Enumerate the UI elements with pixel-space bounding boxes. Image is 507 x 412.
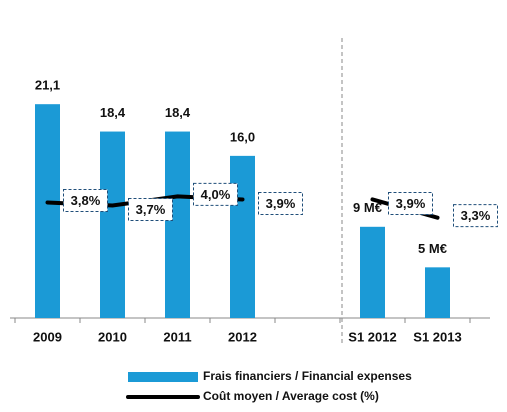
legend-swatch bbox=[128, 372, 198, 382]
x-tick-label: 2012 bbox=[228, 329, 257, 344]
legend-label: Coût moyen / Average cost (%) bbox=[203, 389, 379, 403]
bar-value-label: 18,4 bbox=[100, 105, 126, 120]
line-value-label: 3,7% bbox=[136, 202, 166, 217]
bar-value-label: 9 M€ bbox=[353, 200, 382, 215]
bar bbox=[100, 131, 125, 318]
bar bbox=[425, 267, 450, 318]
line-value-label: 3,9% bbox=[266, 196, 296, 211]
value-label-box bbox=[258, 191, 303, 215]
x-tick-label: 2009 bbox=[33, 329, 62, 344]
x-tick-label: 2010 bbox=[98, 329, 127, 344]
value-label-box bbox=[453, 204, 498, 228]
bar bbox=[35, 104, 60, 318]
bar-value-label: 5 M€ bbox=[418, 241, 447, 256]
line-value-label: 3,9% bbox=[396, 196, 426, 211]
value-label-box bbox=[193, 182, 238, 206]
bar bbox=[360, 226, 385, 318]
line-value-label: 4,0% bbox=[201, 187, 231, 202]
x-tick-label: 2011 bbox=[163, 329, 191, 344]
line-value-label: 3,3% bbox=[461, 208, 491, 223]
x-tick-label: S1 2013 bbox=[413, 329, 461, 344]
legend-label: Frais financiers / Financial expenses bbox=[203, 369, 412, 383]
line-value-label: 3,8% bbox=[71, 193, 101, 208]
value-label-box bbox=[63, 188, 108, 212]
bar-value-label: 18,4 bbox=[165, 105, 191, 120]
value-label-box bbox=[128, 198, 173, 222]
bar bbox=[165, 131, 190, 318]
bar-value-label: 21,1 bbox=[35, 78, 60, 93]
bar bbox=[230, 155, 255, 318]
x-tick-label: S1 2012 bbox=[348, 329, 396, 344]
bar-value-label: 16,0 bbox=[230, 129, 255, 144]
value-label-box bbox=[388, 191, 433, 215]
